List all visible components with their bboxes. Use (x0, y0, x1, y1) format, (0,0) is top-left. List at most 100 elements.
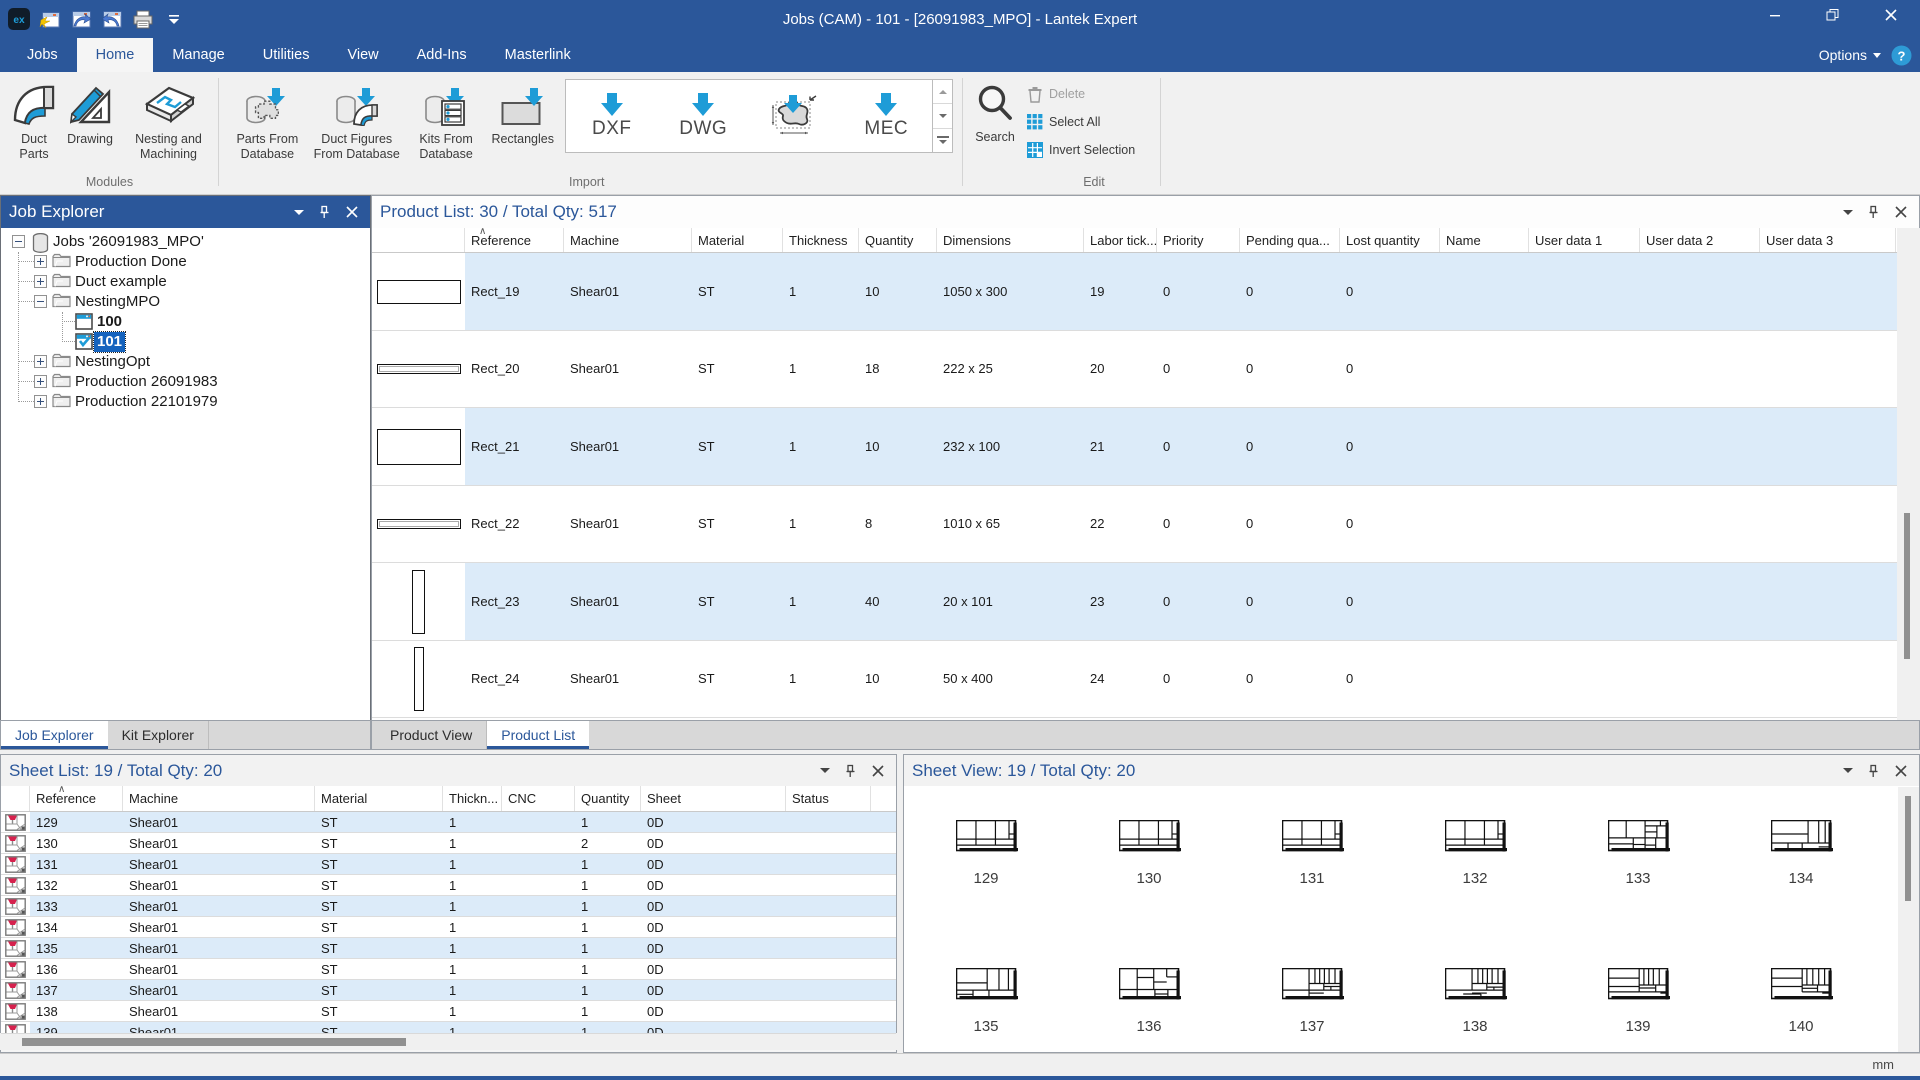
sheet-row-136[interactable]: 136 Shear01 ST 1 1 0D (1, 959, 896, 980)
scrollbar-thumb[interactable] (22, 1038, 406, 1046)
sheet-list-hscrollbar[interactable] (1, 1033, 896, 1050)
tree-item-nestingopt[interactable]: NestingOpt (1, 352, 370, 372)
ribbon-button-rectangles[interactable]: Rectangles (486, 78, 559, 149)
sheet-row-134[interactable]: 134 Shear01 ST 1 1 0D (1, 917, 896, 938)
column-header-icon[interactable] (1, 786, 30, 811)
sheet-view-vscrollbar[interactable] (1898, 787, 1919, 1052)
search-button[interactable]: Search (967, 78, 1023, 144)
sheet-thumbnail-133[interactable]: 133 (1608, 820, 1670, 887)
close-button[interactable] (1862, 0, 1920, 30)
tab-job-explorer[interactable]: Job Explorer (1, 721, 108, 749)
sheet-thumbnail-132[interactable]: 132 (1445, 820, 1507, 887)
scroll-down-button[interactable] (933, 104, 952, 129)
column-header-pending-qua-[interactable]: Pending qua... (1240, 228, 1340, 252)
expand-icon[interactable] (34, 255, 47, 268)
column-header-thickness[interactable]: Thickness (783, 228, 859, 252)
scrollbar-thumb[interactable] (1905, 796, 1911, 901)
column-header-user-data-2[interactable]: User data 2 (1640, 228, 1760, 252)
tab-utilities[interactable]: Utilities (262, 47, 310, 63)
import-button-mec[interactable]: MEC (841, 80, 933, 152)
column-header-sheet[interactable]: Sheet (641, 786, 786, 811)
qat-menu-caret-icon[interactable] (163, 8, 185, 30)
column-header-reference[interactable]: Reference ∧ (465, 228, 564, 252)
sheet-thumbnail-136[interactable]: 136 (1119, 968, 1181, 1035)
column-header-thickn-[interactable]: Thickn... (443, 786, 502, 811)
sheet-row-130[interactable]: 130 Shear01 ST 1 2 0D (1, 833, 896, 854)
sheet-thumbnail-138[interactable]: 138 (1445, 968, 1507, 1035)
ribbon-button-invert-selection[interactable]: Invert Selection (1027, 138, 1135, 162)
column-header-machine[interactable]: Machine (123, 786, 315, 811)
sheet-row-137[interactable]: 137 Shear01 ST 1 1 0D (1, 980, 896, 1001)
tree-item-duct-example[interactable]: Duct example (1, 272, 370, 292)
import-button-shape[interactable] (749, 80, 841, 152)
sheet-thumbnail-130[interactable]: 130 (1119, 820, 1181, 887)
column-header-name[interactable]: Name (1440, 228, 1529, 252)
tab-masterlink[interactable]: Masterlink (504, 47, 571, 63)
expand-icon[interactable] (34, 355, 47, 368)
tree-item-nestingmpo[interactable]: NestingMPO (1, 292, 370, 312)
pin-button[interactable] (318, 205, 330, 219)
print-icon[interactable] (132, 8, 154, 30)
ribbon-button-duct-parts[interactable]: Duct Parts (6, 78, 62, 164)
sheet-row-133[interactable]: 133 Shear01 ST 1 1 0D (1, 896, 896, 917)
tab-view[interactable]: View (347, 47, 379, 63)
scrollbar-thumb[interactable] (1904, 513, 1910, 659)
close-button[interactable] (1893, 204, 1909, 220)
product-row-rect_24[interactable]: Rect_24 Shear01 ST 1 10 50 x 400 24 0 0 0 (372, 641, 1897, 718)
column-header-thumbnail[interactable] (372, 228, 465, 252)
tab-jobs[interactable]: Jobs (27, 47, 58, 63)
product-row-rect_23[interactable]: Rect_23 Shear01 ST 1 40 20 x 101 23 0 0 0 (372, 563, 1897, 641)
column-header-dimensions[interactable]: Dimensions (937, 228, 1084, 252)
column-header-reference[interactable]: Reference ∧ (30, 786, 123, 811)
pin-button[interactable] (844, 764, 856, 778)
sheet-thumbnail-135[interactable]: 135 (956, 968, 1018, 1035)
column-header-user-data-3[interactable]: User data 3 (1760, 228, 1896, 252)
tree-item-101[interactable]: 101 (1, 331, 370, 353)
panel-menu-button[interactable] (820, 768, 830, 773)
column-header-labor-tick-[interactable]: Labor tick... (1084, 228, 1157, 252)
pin-button[interactable] (1867, 205, 1879, 219)
sheet-thumbnail-129[interactable]: 129 (956, 820, 1018, 887)
expand-icon[interactable] (34, 375, 47, 388)
product-row-rect_20[interactable]: Rect_20 Shear01 ST 1 18 222 x 25 20 0 0 0 (372, 331, 1897, 408)
sheet-thumbnail-134[interactable]: 134 (1771, 820, 1833, 887)
sheet-thumbnail-140[interactable]: 140 (1771, 968, 1833, 1035)
column-header-user-data-1[interactable]: User data 1 (1529, 228, 1640, 252)
ribbon-button-parts-from-database[interactable]: Parts From Database (227, 78, 308, 164)
sheet-row-138[interactable]: 138 Shear01 ST 1 1 0D (1, 1001, 896, 1022)
collapse-icon[interactable] (34, 295, 47, 308)
tab-product-view[interactable]: Product View (376, 721, 488, 749)
tab-kit-explorer[interactable]: Kit Explorer (108, 721, 209, 749)
column-header-material[interactable]: Material (315, 786, 443, 811)
product-row-rect_21[interactable]: Rect_21 Shear01 ST 1 10 232 x 100 21 0 0 0 (372, 408, 1897, 486)
close-button[interactable] (870, 763, 886, 779)
column-header-priority[interactable]: Priority (1157, 228, 1240, 252)
tree-item-jobs-26091983-mpo-[interactable]: Jobs '26091983_MPO' (1, 232, 370, 253)
tree-item-production-22101979[interactable]: Production 22101979 (1, 392, 370, 412)
ribbon-button-drawing[interactable]: Drawing (62, 78, 118, 149)
sheet-row-132[interactable]: 132 Shear01 ST 1 1 0D (1, 875, 896, 896)
collapse-icon[interactable] (12, 235, 25, 248)
tree-item-100[interactable]: 100 (1, 312, 370, 332)
sheet-row-135[interactable]: 135 Shear01 ST 1 1 0D (1, 938, 896, 959)
panel-menu-button[interactable] (1843, 209, 1853, 215)
options-button[interactable]: Options (1819, 47, 1881, 63)
close-button[interactable] (1893, 763, 1909, 779)
column-header-machine[interactable]: Machine (564, 228, 692, 252)
sheet-row-129[interactable]: 129 Shear01 ST 1 1 0D (1, 812, 896, 833)
product-row-rect_19[interactable]: Rect_19 Shear01 ST 1 10 1050 x 300 19 0 0 0 (372, 253, 1897, 331)
expand-icon[interactable] (34, 275, 47, 288)
open-job-icon[interactable] (70, 8, 92, 30)
tab-manage[interactable]: Manage (172, 47, 225, 63)
import-job-icon[interactable] (101, 8, 123, 30)
close-button[interactable] (344, 204, 360, 220)
column-header-quantity[interactable]: Quantity (859, 228, 937, 252)
new-job-icon[interactable] (39, 8, 61, 30)
minimize-button[interactable] (1746, 0, 1804, 30)
help-button[interactable]: ? (1891, 45, 1912, 66)
tab-product-list[interactable]: Product List (487, 721, 590, 749)
column-header-quantity[interactable]: Quantity (575, 786, 641, 811)
product-row-rect_22[interactable]: Rect_22 Shear01 ST 1 8 1010 x 65 22 0 0 0 (372, 486, 1897, 563)
column-header-cnc[interactable]: CNC (502, 786, 575, 811)
column-header-status[interactable]: Status (786, 786, 871, 811)
